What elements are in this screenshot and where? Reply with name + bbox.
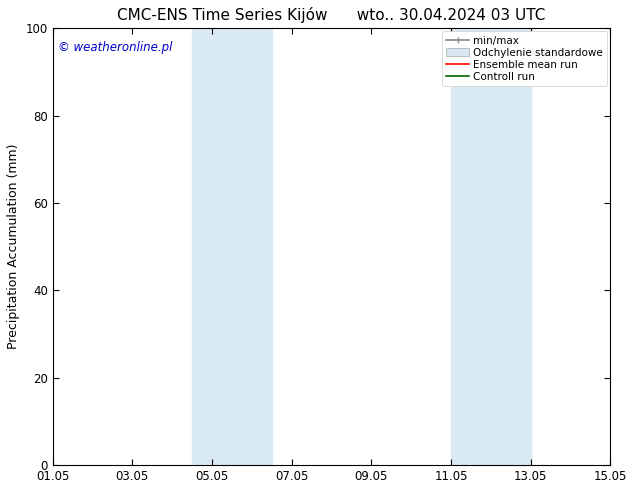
Bar <box>451 28 531 465</box>
Bar <box>192 28 272 465</box>
Text: © weatheronline.pl: © weatheronline.pl <box>58 41 172 54</box>
Legend: min/max, Odchylenie standardowe, Ensemble mean run, Controll run: min/max, Odchylenie standardowe, Ensembl… <box>442 31 607 86</box>
Y-axis label: Precipitation Accumulation (mm): Precipitation Accumulation (mm) <box>7 144 20 349</box>
Title: CMC-ENS Time Series Kijów      wto.. 30.04.2024 03 UTC: CMC-ENS Time Series Kijów wto.. 30.04.20… <box>117 7 546 23</box>
